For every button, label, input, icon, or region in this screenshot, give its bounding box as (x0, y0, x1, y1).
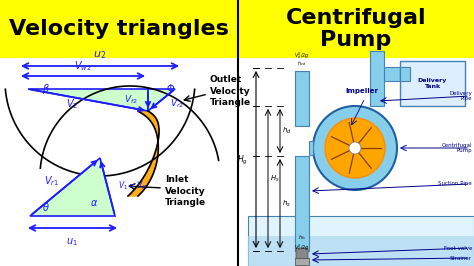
Text: $V_{w2}$: $V_{w2}$ (74, 59, 92, 73)
Bar (295, 156, 309, 251)
Bar (400, 61, 465, 106)
Text: $V_{f2}$: $V_{f2}$ (124, 94, 138, 106)
Text: $V_{r2}$: $V_{r2}$ (170, 98, 184, 110)
Text: $h_{fs}$: $h_{fs}$ (298, 234, 306, 242)
Bar (0, 58, 238, 266)
Text: $V_{r1}$: $V_{r1}$ (45, 174, 60, 188)
Bar (309, 141, 313, 155)
FancyBboxPatch shape (296, 248, 308, 260)
Circle shape (313, 106, 397, 190)
Text: $h_{vd}$: $h_{vd}$ (297, 59, 307, 68)
Text: $u_1$: $u_1$ (66, 236, 78, 248)
Text: $h_s$: $h_s$ (282, 199, 291, 209)
Bar (400, 67, 410, 81)
Text: Strainer: Strainer (450, 256, 472, 260)
Text: Delivery
Tank: Delivery Tank (418, 78, 447, 89)
Polygon shape (30, 158, 115, 216)
Polygon shape (28, 89, 148, 111)
Bar (384, 67, 400, 81)
Text: $\Phi$: $\Phi$ (166, 82, 175, 94)
Text: $h_d$: $h_d$ (282, 126, 292, 136)
Text: $\alpha$: $\alpha$ (90, 198, 98, 208)
Text: Foot valve: Foot valve (444, 246, 472, 251)
Bar (248, 236, 474, 266)
Text: $\beta$: $\beta$ (42, 82, 50, 96)
Text: $H_g$: $H_g$ (237, 153, 248, 167)
Circle shape (349, 142, 361, 154)
Polygon shape (148, 89, 175, 111)
Text: Suction Pipe: Suction Pipe (438, 181, 472, 186)
Text: Velocity triangles: Velocity triangles (9, 19, 229, 39)
Text: $V_s^2/2g$: $V_s^2/2g$ (294, 243, 310, 253)
Text: $H_s$: $H_s$ (270, 174, 280, 184)
Bar (248, 216, 474, 266)
Circle shape (325, 118, 385, 178)
Text: $u_2$: $u_2$ (93, 49, 107, 61)
Bar (238, 58, 474, 266)
Text: Centrifugal
Pump: Centrifugal Pump (286, 8, 426, 50)
Bar (370, 51, 384, 106)
Bar (295, 258, 309, 265)
Text: $V_1=V_{f1}$: $V_1=V_{f1}$ (118, 180, 148, 192)
Text: $V_2$: $V_2$ (66, 97, 78, 111)
Text: Impeller: Impeller (345, 88, 378, 94)
Polygon shape (128, 111, 159, 196)
Text: $\theta$: $\theta$ (42, 201, 50, 213)
Bar (295, 71, 309, 126)
Text: Delivery
Pipe: Delivery Pipe (449, 91, 472, 101)
Text: Outlet
Velocity
Triangle: Outlet Velocity Triangle (210, 75, 251, 107)
Text: Inlet
Velocity
Triangle: Inlet Velocity Triangle (165, 175, 206, 207)
Text: Centrifugal
Pump: Centrifugal Pump (441, 143, 472, 153)
Text: $V_d^2/2g$: $V_d^2/2g$ (294, 50, 310, 61)
